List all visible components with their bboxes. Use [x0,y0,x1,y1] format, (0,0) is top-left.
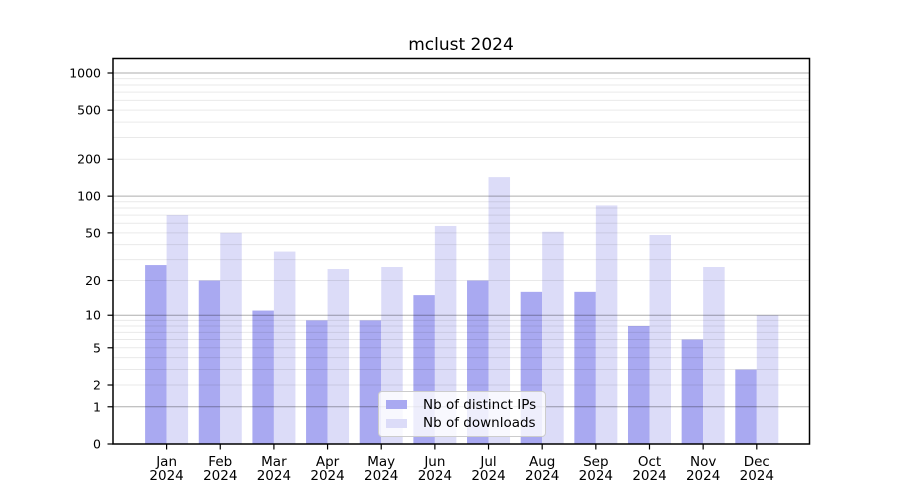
x-tick-label-oct: Oct 2024 [632,454,666,484]
bar-downloads-aug [542,231,564,444]
bar-ips-mar [252,310,274,444]
y-tick-label-200: 200 [77,152,101,167]
x-axis: Jan 2024 Feb 2024 Mar 2024 Apr 2024 May 2024 Jun 20… [149,444,774,484]
y-axis: 0 1 2 5 10 20 50 100 200 500 1000 [69,65,113,452]
bar-downloads-jan [166,215,189,444]
x-tick-label-aug: Aug 2024 [525,454,559,484]
legend-item-downloads: Nb of downloads [386,415,541,431]
bar-downloads-nov [703,267,725,444]
x-tick-label-dec: Dec 2024 [740,454,774,484]
y-tick-label-500: 500 [77,103,101,118]
bar-downloads-mar [273,251,296,444]
bar-downloads-jul [488,177,511,444]
minor-gridlines [113,78,810,386]
bar-downloads-oct [649,235,671,444]
y-tick-label-5: 5 [93,340,101,355]
x-tick-label-may: May 2024 [364,454,398,484]
bar-ips-feb [198,280,221,444]
bar-ips-nov [681,339,704,444]
y-tick-label-50: 50 [85,225,101,240]
x-tick-label-feb: Feb 2024 [203,454,237,484]
legend-swatch-downloads [386,418,407,428]
plot-border [112,57,811,445]
bar-downloads-apr [327,269,350,444]
bar-ips-oct [627,326,650,444]
bar-downloads-feb [220,232,242,444]
y-tick-label-100: 100 [77,189,101,204]
x-tick-label-sep: Sep 2024 [579,454,613,484]
y-tick-label-1: 1 [93,399,101,414]
bar-downloads-dec [756,315,779,444]
y-tick-label-1000: 1000 [69,65,101,80]
bars-downloads [166,177,779,444]
legend-swatch-distinct-ips [386,400,407,410]
bar-ips-dec [735,369,757,444]
legend-label-downloads: Nb of downloads [423,415,536,432]
legend-item-distinct-ips: Nb of distinct IPs [386,397,541,413]
x-tick-label-jun: Jun 2024 [418,454,452,484]
y-tick-label-10: 10 [85,308,101,323]
x-tick-label-nov: Nov 2024 [686,454,720,484]
bar-ips-may [359,320,382,444]
y-tick-label-2: 2 [93,378,101,393]
x-tick-label-jul: Jul 2024 [471,454,505,484]
bar-ips-jan [145,265,167,444]
bar-ips-apr [306,320,328,444]
bar-downloads-sep [595,205,618,444]
x-tick-label-mar: Mar 2024 [257,454,291,484]
bar-downloads-jun [434,225,457,444]
x-tick-label-jan: Jan 2024 [149,454,183,484]
y-tick-label-20: 20 [85,273,101,288]
legend-label-distinct-ips: Nb of distinct IPs [423,396,537,413]
chart-title: mclust 2024 [408,35,514,55]
y-tick-label-0: 0 [93,437,101,452]
x-tick-label-apr: Apr 2024 [310,454,344,484]
bar-ips-sep [574,291,596,444]
chart-legend: Nb of distinct IPs Nb of downloads [378,391,546,437]
